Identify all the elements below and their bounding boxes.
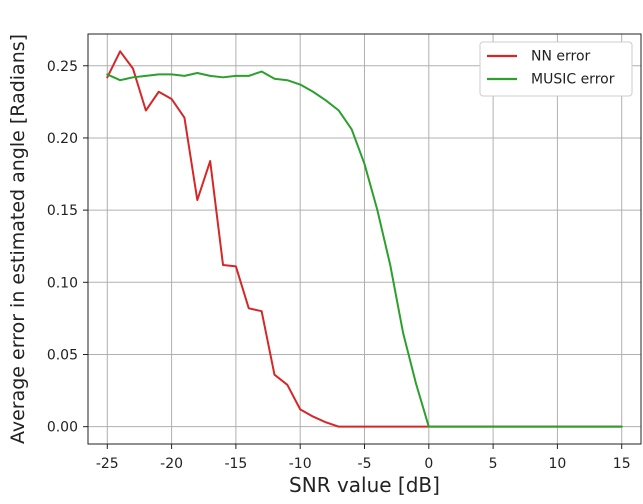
x-tick-label: -15	[224, 456, 247, 472]
legend: NN error MUSIC error	[479, 41, 633, 97]
x-tick-label: 0	[424, 456, 433, 472]
y-axis-ticks: 0.00 0.05 0.10 0.15 0.20 0.25	[47, 59, 88, 436]
legend-label-nn: NN error	[531, 49, 591, 65]
x-tick-label: -25	[96, 456, 119, 472]
x-tick-label: -20	[160, 456, 183, 472]
x-tick-label: -10	[289, 456, 312, 472]
x-tick-label: 15	[613, 456, 631, 472]
y-tick-label: 0.20	[47, 131, 78, 147]
y-tick-label: 0.25	[47, 59, 78, 75]
x-tick-label: 5	[489, 456, 498, 472]
series-lines	[106, 50, 623, 428]
x-tick-label: -5	[358, 456, 372, 472]
x-tick-label: 10	[548, 456, 566, 472]
legend-label-music: MUSIC error	[531, 72, 615, 88]
y-tick-label: 0.05	[47, 347, 78, 363]
x-axis-label: SNR value [dB]	[289, 473, 440, 497]
y-tick-label: 0.00	[47, 420, 78, 436]
legend-box	[479, 41, 633, 97]
y-axis-label: Average error in estimated angle [Radian…	[7, 34, 29, 444]
x-axis-ticks: -25 -20 -15 -10 -5 0 5 10 15	[96, 444, 631, 472]
y-tick-label: 0.15	[47, 203, 78, 219]
grid-lines	[88, 34, 641, 444]
y-tick-label: 0.10	[47, 275, 78, 291]
music-error-line	[106, 70, 623, 428]
